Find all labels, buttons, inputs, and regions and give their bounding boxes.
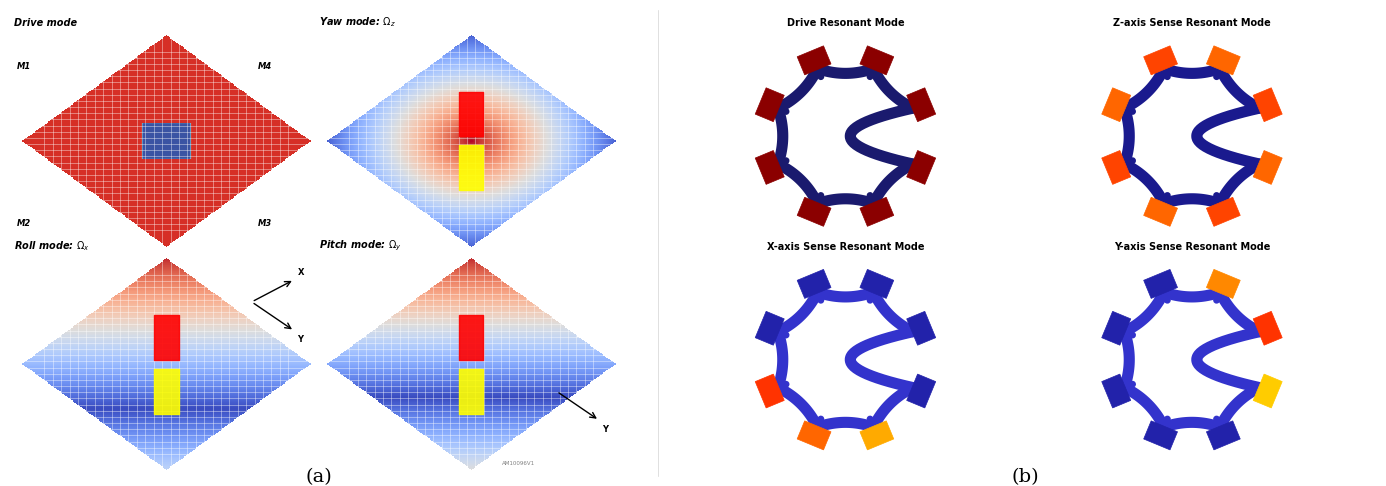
Polygon shape — [755, 151, 784, 184]
Polygon shape — [1206, 269, 1240, 298]
Text: M2: M2 — [17, 219, 30, 228]
Polygon shape — [1102, 312, 1131, 345]
Text: Yaw mode: $\Omega_z$: Yaw mode: $\Omega_z$ — [319, 16, 396, 29]
Polygon shape — [1253, 88, 1282, 122]
Polygon shape — [859, 421, 894, 450]
Text: Drive mode: Drive mode — [14, 18, 78, 28]
Title: Drive Resonant Mode: Drive Resonant Mode — [787, 18, 904, 28]
Text: Y: Y — [298, 335, 304, 344]
Polygon shape — [1143, 269, 1178, 298]
Polygon shape — [906, 374, 936, 408]
Polygon shape — [1253, 374, 1282, 408]
Polygon shape — [1102, 151, 1131, 184]
Polygon shape — [755, 312, 784, 345]
Text: X: X — [298, 268, 304, 277]
Text: Roll mode: $\Omega_x$: Roll mode: $\Omega_x$ — [14, 239, 90, 253]
Polygon shape — [797, 46, 832, 75]
Text: Pitch mode: $\Omega_y$: Pitch mode: $\Omega_y$ — [319, 238, 402, 253]
Polygon shape — [1206, 421, 1240, 450]
Text: AM10096V1: AM10096V1 — [502, 461, 535, 466]
Text: M1: M1 — [17, 62, 30, 71]
Polygon shape — [859, 46, 894, 75]
Polygon shape — [906, 88, 936, 122]
Polygon shape — [797, 197, 832, 226]
Polygon shape — [1253, 312, 1282, 345]
Text: Y: Y — [603, 425, 608, 434]
Text: (a): (a) — [305, 468, 333, 486]
Polygon shape — [1206, 46, 1240, 75]
Title: Y-axis Sense Resonant Mode: Y-axis Sense Resonant Mode — [1114, 242, 1270, 252]
Text: (b): (b) — [1012, 468, 1040, 486]
Polygon shape — [797, 421, 832, 450]
Polygon shape — [859, 269, 894, 298]
Polygon shape — [1206, 197, 1240, 226]
Polygon shape — [906, 151, 936, 184]
Polygon shape — [1102, 374, 1131, 408]
Polygon shape — [906, 312, 936, 345]
Polygon shape — [755, 88, 784, 122]
Polygon shape — [859, 197, 894, 226]
Polygon shape — [1143, 421, 1178, 450]
Polygon shape — [1253, 151, 1282, 184]
Title: Z-axis Sense Resonant Mode: Z-axis Sense Resonant Mode — [1113, 18, 1271, 28]
Text: M3: M3 — [258, 219, 272, 228]
Polygon shape — [797, 269, 832, 298]
Polygon shape — [1143, 46, 1178, 75]
Polygon shape — [755, 374, 784, 408]
Title: X-axis Sense Resonant Mode: X-axis Sense Resonant Mode — [766, 242, 924, 252]
Polygon shape — [1143, 197, 1178, 226]
Text: M4: M4 — [258, 62, 272, 71]
Polygon shape — [1102, 88, 1131, 122]
